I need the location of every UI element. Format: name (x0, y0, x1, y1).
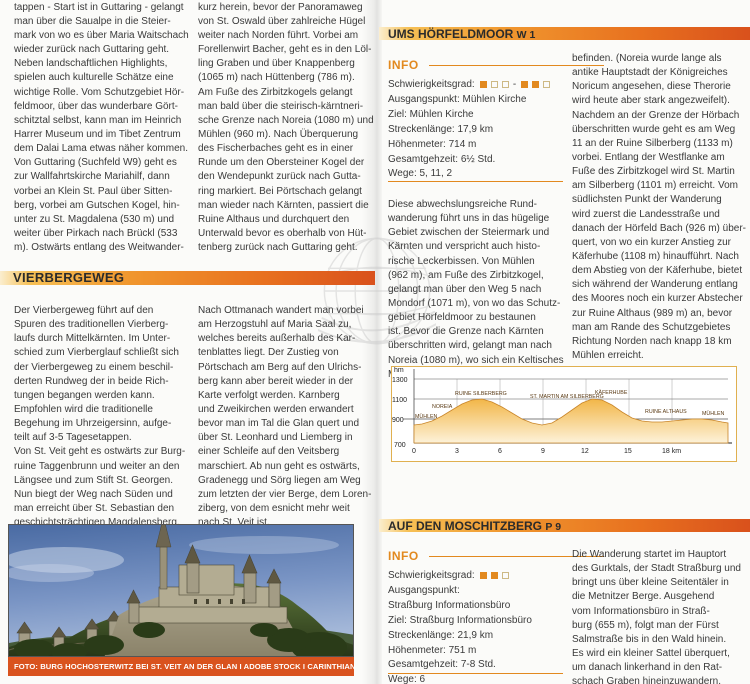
svg-text:MÜHLEN: MÜHLEN (415, 413, 438, 420)
svg-text:MÜHLEN: MÜHLEN (702, 410, 725, 417)
svg-text:700: 700 (394, 442, 406, 449)
svg-text:9: 9 (541, 448, 545, 455)
svg-text:0: 0 (412, 448, 416, 455)
svg-text:NOREIA: NOREIA (432, 404, 453, 410)
svg-text:ST. MARTIN AM SILBERBERG: ST. MARTIN AM SILBERBERG (530, 394, 604, 400)
svg-text:900: 900 (392, 417, 404, 424)
svg-text:12: 12 (581, 448, 589, 455)
svg-text:hm: hm (394, 367, 404, 374)
svg-text:6: 6 (498, 448, 502, 455)
svg-text:18 km: 18 km (662, 448, 681, 455)
svg-text:RUINE ALTHAUS: RUINE ALTHAUS (645, 409, 687, 415)
svg-text:15: 15 (624, 448, 632, 455)
svg-text:1300: 1300 (392, 377, 408, 384)
svg-text:KÄFERHUBE: KÄFERHUBE (595, 389, 628, 396)
svg-text:1100: 1100 (392, 397, 407, 404)
svg-text:3: 3 (455, 448, 459, 455)
svg-text:RUINE SILBERBERG: RUINE SILBERBERG (455, 391, 507, 397)
